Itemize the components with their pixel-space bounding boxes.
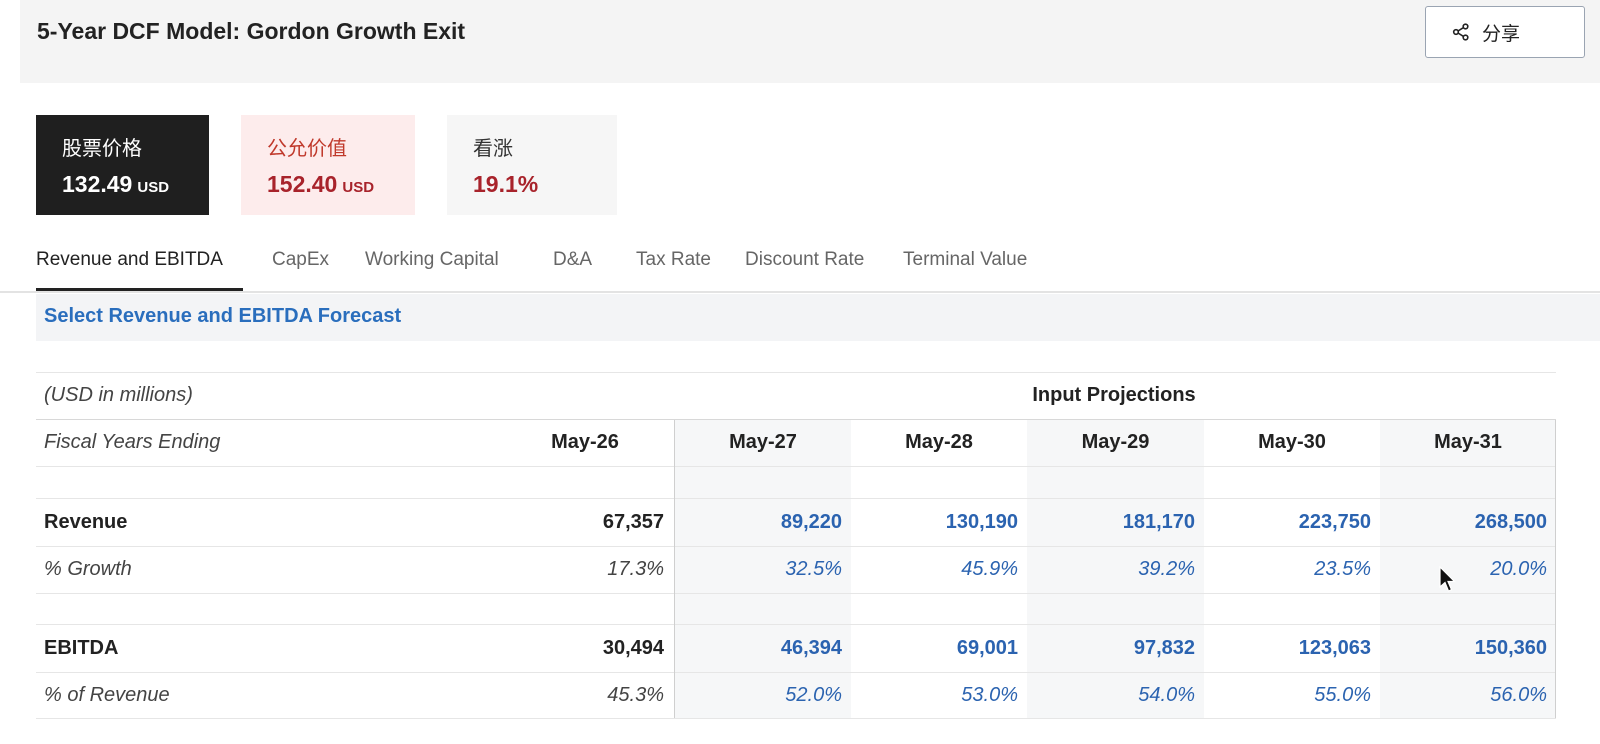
tab-d-and-a[interactable]: D&A [553,249,593,270]
year-header: May-26 [551,431,619,453]
revenue-input[interactable]: 223,750 [1298,511,1371,533]
stock-price-label: 股票价格 [62,138,142,160]
section-title: Select Revenue and EBITDA Forecast [44,305,402,327]
margin-input[interactable]: 52.0% [785,684,842,706]
row-divider [36,466,1556,467]
upside-card: 看涨 19.1% [447,115,617,215]
year-header: May-28 [905,431,973,453]
mouse-cursor-icon [1439,566,1456,592]
fiscal-years-label: Fiscal Years Ending [44,431,221,453]
year-header: May-27 [729,431,797,453]
row-divider [36,624,1556,625]
stock-price-card: 股票价格 132.49 USD [36,115,209,215]
page-title: 5-Year DCF Model: Gordon Growth Exit [37,18,466,44]
year-header: May-30 [1258,431,1326,453]
projection-divider [1555,420,1556,718]
margin-input[interactable]: 53.0% [961,684,1018,706]
revenue-label: Revenue [44,511,128,533]
fair-value-number: 152.40 [267,171,338,197]
fair-value-unit: USD [342,179,375,196]
fair-value-card: 公允价值 152.40 USD [241,115,415,215]
fair-value-label: 公允价值 [267,138,347,160]
tab-capex[interactable]: CapEx [272,249,330,270]
fair-value-value: 152.40 USD [267,171,415,198]
ebitda-cell: 30,494 [602,637,664,659]
row-divider [36,593,1556,594]
margin-label: % of Revenue [44,684,170,706]
revenue-input[interactable]: 130,190 [945,511,1018,533]
row-divider [36,546,1556,547]
revenue-input[interactable]: 268,500 [1474,511,1547,533]
growth-input[interactable]: 23.5% [1314,558,1371,580]
tab-discount-rate[interactable]: Discount Rate [745,249,865,270]
share-icon [1452,23,1469,41]
margin-input[interactable]: 56.0% [1490,684,1547,706]
active-tab-indicator [36,288,243,291]
share-label: 分享 [1482,23,1521,45]
growth-cell: 17.3% [607,558,664,580]
row-divider [36,672,1556,673]
tab-revenue-ebitda[interactable]: Revenue and EBITDA [36,249,223,270]
revenue-cell: 67,357 [602,511,664,533]
section-header: Select Revenue and EBITDA Forecast [36,294,1600,341]
ebitda-label: EBITDA [44,637,119,659]
margin-input[interactable]: 54.0% [1138,684,1195,706]
growth-input[interactable]: 32.5% [785,558,842,580]
share-button[interactable]: 分享 [1425,6,1585,58]
growth-input[interactable]: 20.0% [1490,558,1547,580]
upside-label: 看涨 [473,138,513,160]
margin-input[interactable]: 55.0% [1314,684,1371,706]
revenue-input[interactable]: 181,170 [1122,511,1195,533]
ebitda-input[interactable]: 97,832 [1133,637,1195,659]
row-divider [36,419,1556,420]
row-divider [36,718,1556,719]
tab-working-capital[interactable]: Working Capital [365,249,499,270]
year-header: May-31 [1434,431,1502,453]
ebitda-input[interactable]: 46,394 [780,637,842,659]
row-divider [36,372,1556,373]
tab-bar: Revenue and EBITDA CapEx Working Capital… [0,240,1600,293]
growth-label: % Growth [44,558,132,580]
unit-note: (USD in millions) [44,384,193,406]
ebitda-input[interactable]: 123,063 [1298,637,1371,659]
ebitda-input[interactable]: 150,360 [1474,637,1547,659]
stock-price-value: 132.49 USD [62,171,209,198]
growth-input[interactable]: 39.2% [1138,558,1195,580]
page-header: 5-Year DCF Model: Gordon Growth Exit [20,0,1600,83]
stock-price-number: 132.49 [62,171,133,197]
stock-price-unit: USD [137,179,170,196]
input-projections-header: Input Projections [1032,384,1196,406]
growth-input[interactable]: 45.9% [961,558,1018,580]
row-divider [36,498,1556,499]
revenue-input[interactable]: 89,220 [780,511,842,533]
upside-value: 19.1% [473,171,539,197]
tab-terminal-value[interactable]: Terminal Value [903,249,1028,270]
year-header: May-29 [1081,431,1150,453]
margin-cell: 45.3% [607,684,664,706]
tab-tax-rate[interactable]: Tax Rate [636,249,711,270]
ebitda-input[interactable]: 69,001 [956,637,1018,659]
